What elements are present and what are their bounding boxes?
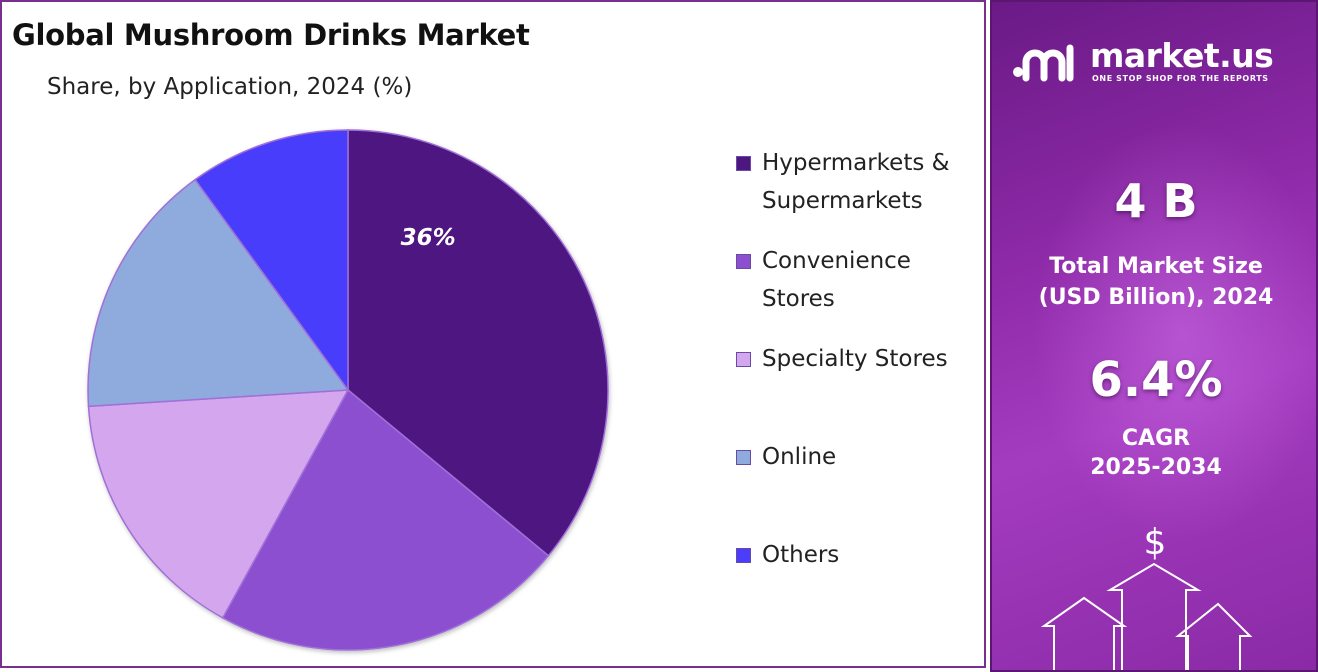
arrow-up-icon [1040,596,1128,670]
chart-panel: Global Mushroom Drinks Market Share, by … [0,0,986,668]
legend-label-line1: Convenience [762,248,911,274]
pie-slice-convenience [221,388,550,651]
arrow-up-icon [1106,562,1202,670]
market-size-label-line1: Total Market Size [1049,254,1263,279]
pie-slice-online [87,178,350,408]
legend-swatch-specialty [736,352,751,367]
legend-swatch-hypermarkets [736,156,751,171]
brand-tagline: ONE STOP SHOP FOR THE REPORTS [1092,74,1269,83]
chart-subtitle: Share, by Application, 2024 (%) [47,74,413,100]
brand-header: market.us ONE STOP SHOP FOR THE REPORTS [1012,36,1312,90]
background-glow [1032,122,1316,542]
dollar-symbol: $ [1144,522,1167,563]
cagr-label-line1: CAGR [1121,426,1191,451]
data-label-hypermarkets: 36% [401,225,456,251]
legend-label-line2: Stores [762,286,835,312]
legend-swatch-convenience [736,254,751,269]
market-size-value: 4 B [1114,174,1198,228]
chart-title: Global Mushroom Drinks Market [12,18,530,52]
legend-label-line1: Others [762,542,840,568]
brand-name: market.us [1090,36,1274,75]
legend-swatch-online [736,450,751,465]
cagr-label-line2: 2025-2034 [1090,455,1222,480]
legend-label-line1: Hypermarkets & [762,150,950,176]
pie-chart: 36% [87,129,609,651]
summary-panel: market.us ONE STOP SHOP FOR THE REPORTS … [990,0,1318,672]
legend-label-line1: Specialty Stores [762,346,948,372]
cagr-value: 6.4% [1089,352,1223,408]
legend-label-line2: Supermarkets [762,188,923,214]
legend-swatch-others [736,548,751,563]
legend-label-line1: Online [762,444,837,470]
pie-slice-specialty [87,389,350,619]
growth-arrows-graphic: $ [1040,522,1253,670]
arrow-up-icon [1175,602,1253,670]
market-size-label-line2: (USD Billion), 2024 [1038,285,1274,310]
pie-slice-hypermarkets [347,129,609,557]
pie-slice-others [194,129,349,393]
market-us-logo-icon [1013,44,1074,82]
